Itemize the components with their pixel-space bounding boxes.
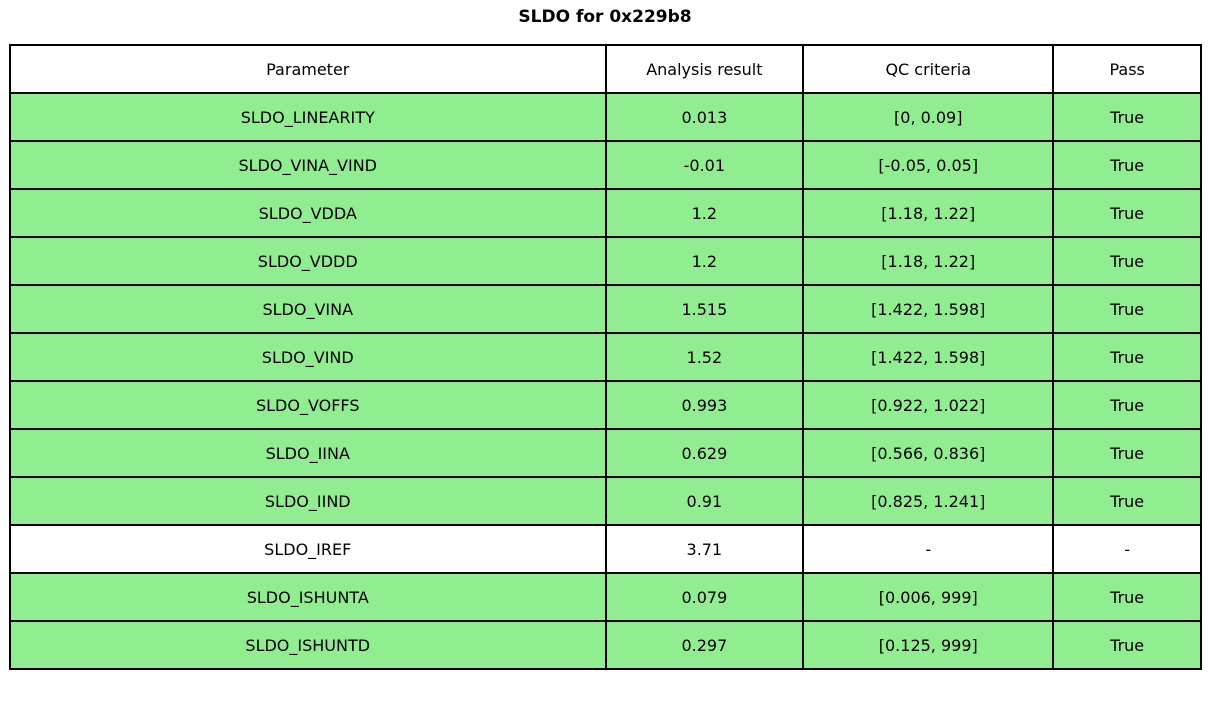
parameter-cell: SLDO_IREF [9,524,607,574]
criteria-cell: [0.125, 999] [802,620,1055,670]
criteria-cell: [0.006, 999] [802,572,1055,622]
table-row: SLDO_ISHUNTD 0.297 [0.125, 999] True [9,620,1202,670]
parameter-cell: SLDO_IINA [9,428,607,478]
column-header-qc-criteria: QC criteria [802,44,1055,94]
result-cell: -0.01 [604,140,805,190]
criteria-cell: [0.922, 1.022] [802,380,1055,430]
table-row: SLDO_IREF 3.71- - [9,524,1202,574]
result-cell: 0.91 [604,476,805,526]
table-row: SLDO_LINEARITY 0.013 [0, 0.09] True [9,92,1202,142]
parameter-cell: SLDO_IIND [9,476,607,526]
table-row: SLDO_VINA_VIND -0.01 [-0.05, 0.05] True [9,140,1202,190]
table-row: SLDO_VDDA 1.2 [1.18, 1.22] True [9,188,1202,238]
criteria-cell: [-0.05, 0.05] [802,140,1055,190]
parameter-cell: SLDO_VINA_VIND [9,140,607,190]
table-row: SLDO_VOFFS 0.993 [0.922, 1.022] True [9,380,1202,430]
table-row: SLDO_VDDD 1.2 [1.18, 1.22] True [9,236,1202,286]
pass-cell: True [1052,284,1202,334]
pass-cell: True [1052,428,1202,478]
parameter-cell: SLDO_VINA [9,284,607,334]
result-cell: 0.993 [604,380,805,430]
pass-cell: - [1052,524,1202,574]
result-cell: 0.297 [604,620,805,670]
column-header-pass: Pass [1052,44,1202,94]
table-row: SLDO_VIND 1.52 [1.422, 1.598] True [9,332,1202,382]
column-header-parameter: Parameter [9,44,607,94]
table-row: SLDO_IIND 0.91 [0.825, 1.241] True [9,476,1202,526]
parameter-cell: SLDO_ISHUNTD [9,620,607,670]
criteria-cell: [1.18, 1.22] [802,236,1055,286]
pass-cell: True [1052,572,1202,622]
result-cell: 1.2 [604,188,805,238]
criteria-cell: [0.825, 1.241] [802,476,1055,526]
pass-cell: True [1052,140,1202,190]
table-row: SLDO_ISHUNTA 0.079 [0.006, 999] True [9,572,1202,622]
parameter-cell: SLDO_VDDD [9,236,607,286]
pass-cell: True [1052,188,1202,238]
criteria-cell: [1.422, 1.598] [802,332,1055,382]
parameter-cell: SLDO_VOFFS [9,380,607,430]
result-cell: 0.079 [604,572,805,622]
parameter-cell: SLDO_ISHUNTA [9,572,607,622]
parameter-cell: SLDO_VIND [9,332,607,382]
table-row: SLDO_IINA 0.629 [0.566, 0.836] True [9,428,1202,478]
table-header: Parameter Analysis result QC criteria Pa… [9,44,1202,94]
parameter-cell: SLDO_LINEARITY [9,92,607,142]
result-cell: 0.629 [604,428,805,478]
result-cell: 1.515 [604,284,805,334]
pass-cell: True [1052,476,1202,526]
pass-cell: True [1052,236,1202,286]
parameter-cell: SLDO_VDDA [9,188,607,238]
criteria-cell: [1.422, 1.598] [802,284,1055,334]
result-cell: 3.71 [604,524,805,574]
pass-cell: True [1052,620,1202,670]
result-cell: 1.52 [604,332,805,382]
criteria-cell: - [802,524,1055,574]
page-title: SLDO for 0x229b8 [518,7,692,27]
table-body: SLDO_LINEARITY 0.013 [0, 0.09] True SLDO_VIN… [9,92,1202,670]
criteria-cell: [1.18, 1.22] [802,188,1055,238]
qc-results-table: Parameter Analysis result QC criteria Pa… [9,44,1202,670]
header-row: Parameter Analysis result QC criteria Pa… [9,44,1202,94]
pass-cell: True [1052,380,1202,430]
column-header-analysis-result: Analysis result [604,44,805,94]
table-row: SLDO_VINA 1.515 [1.422, 1.598] True [9,284,1202,334]
result-cell: 0.013 [604,92,805,142]
criteria-cell: [0, 0.09] [802,92,1055,142]
pass-cell: True [1052,92,1202,142]
criteria-cell: [0.566, 0.836] [802,428,1055,478]
result-cell: 1.2 [604,236,805,286]
pass-cell: True [1052,332,1202,382]
